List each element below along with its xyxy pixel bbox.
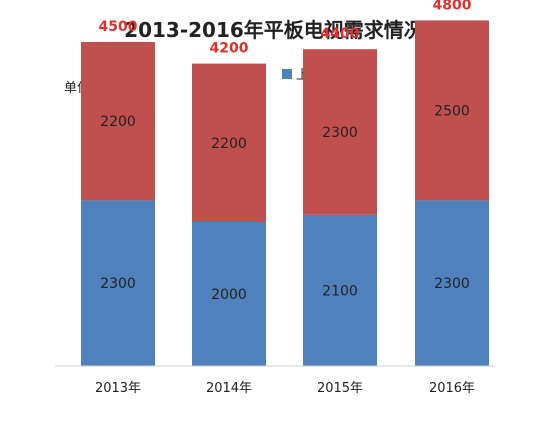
bar-segment-second-half: [303, 49, 377, 215]
segment-value-label: 2200: [100, 114, 136, 130]
x-tick-label: 2015年: [317, 381, 363, 396]
segment-value-label: 2000: [211, 287, 247, 303]
segment-value-label: 2300: [322, 125, 358, 141]
legend-swatch: [282, 69, 292, 79]
x-axis-ticks: 2013年 2014年 2015年 2016年: [95, 381, 475, 396]
total-value-label: 4500: [99, 19, 138, 35]
total-value-label: 4800: [433, 0, 472, 13]
x-tick-label: 2014年: [206, 381, 252, 396]
bar-segment-second-half: [81, 42, 155, 201]
bar-segment-second-half: [415, 20, 489, 201]
segment-value-label: 2200: [211, 136, 247, 152]
x-tick-label: 2016年: [429, 381, 475, 396]
segment-value-label: 2300: [434, 276, 470, 292]
total-value-label: 4400: [321, 26, 360, 42]
bar-segment-first-half: [303, 214, 377, 366]
total-value-label: 4200: [210, 41, 249, 57]
segment-value-label: 2100: [322, 283, 358, 299]
bar-segment-first-half: [415, 200, 489, 366]
x-tick-label: 2013年: [95, 381, 141, 396]
bar-segment-second-half: [192, 63, 266, 222]
segment-value-label: 2300: [100, 276, 136, 292]
segment-value-label: 2500: [434, 103, 470, 119]
bar-segment-first-half: [81, 200, 155, 366]
chart-title: 2013-2016年平板电视需求情况: [124, 18, 424, 42]
bars-group: 2300 2200 4500 2000 2200 4200 2100 2300 4400 2300…: [81, 0, 489, 366]
bar-segment-first-half: [192, 222, 266, 366]
